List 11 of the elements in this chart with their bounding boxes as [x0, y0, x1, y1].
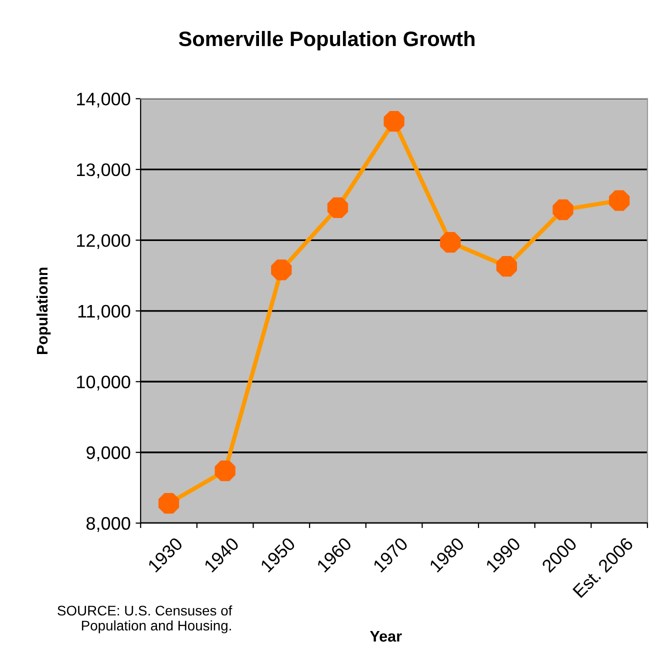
y-tick-label: 8,000 — [86, 517, 130, 532]
y-tick-label: 13,000 — [77, 163, 130, 178]
chart-title: Somerville Population Growth — [178, 30, 474, 50]
y-tick-label: 12,000 — [77, 234, 130, 250]
y-axis-title: Populationn — [36, 268, 51, 354]
y-tick-label: 10,000 — [77, 376, 130, 390]
x-axis-title: Year — [370, 631, 402, 642]
y-tick-label: 9,000 — [86, 446, 130, 462]
y-tick-label: 11,000 — [78, 304, 130, 320]
y-tick-label: 14,000 — [77, 92, 130, 108]
source-note: SOURCE: U.S. Censuses of Population and Housing. — [58, 605, 232, 634]
